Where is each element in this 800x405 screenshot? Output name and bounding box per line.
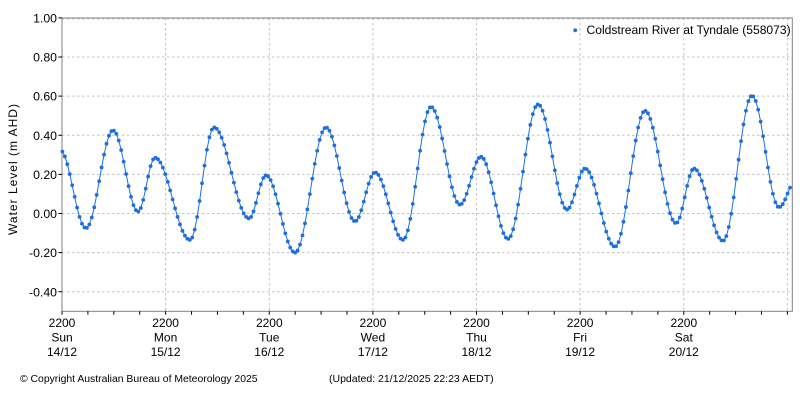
svg-text:0.60: 0.60: [33, 90, 57, 104]
svg-text:17/12: 17/12: [358, 345, 388, 359]
svg-text:-0.20: -0.20: [29, 246, 57, 260]
svg-text:Mon: Mon: [154, 331, 177, 345]
svg-text:Water Level (m AHD): Water Level (m AHD): [6, 103, 20, 235]
svg-text:2200: 2200: [670, 316, 697, 330]
svg-text:Fri: Fri: [573, 331, 587, 345]
svg-text:16/12: 16/12: [254, 345, 284, 359]
svg-text:2200: 2200: [256, 316, 283, 330]
svg-text:15/12: 15/12: [151, 345, 181, 359]
svg-text:Coldstream River at Tyndale (5: Coldstream River at Tyndale (558073): [587, 23, 791, 37]
svg-text:0.20: 0.20: [33, 168, 57, 182]
svg-text:Tue: Tue: [259, 331, 280, 345]
svg-text:2200: 2200: [49, 316, 76, 330]
svg-text:0.40: 0.40: [33, 129, 57, 143]
svg-text:0.80: 0.80: [33, 51, 57, 65]
svg-text:Sat: Sat: [675, 331, 694, 345]
svg-text:© Copyright Australian Bureau: © Copyright Australian Bureau of Meteoro…: [20, 374, 258, 385]
svg-text:14/12: 14/12: [47, 345, 77, 359]
svg-text:2200: 2200: [567, 316, 594, 330]
svg-text:20/12: 20/12: [669, 345, 699, 359]
svg-text:18/12: 18/12: [461, 345, 491, 359]
svg-text:2200: 2200: [152, 316, 179, 330]
svg-text:(Updated: 21/12/2025 22:23 AED: (Updated: 21/12/2025 22:23 AEDT): [329, 373, 494, 385]
svg-text:1.00: 1.00: [33, 12, 57, 26]
svg-text:2200: 2200: [463, 316, 490, 330]
svg-text:2200: 2200: [360, 316, 387, 330]
svg-text:Thu: Thu: [466, 331, 487, 345]
svg-text:Wed: Wed: [361, 331, 385, 345]
svg-text:Sun: Sun: [51, 331, 72, 345]
svg-text:0.00: 0.00: [33, 207, 57, 221]
svg-text:19/12: 19/12: [565, 345, 595, 359]
svg-text:-0.40: -0.40: [29, 285, 57, 299]
